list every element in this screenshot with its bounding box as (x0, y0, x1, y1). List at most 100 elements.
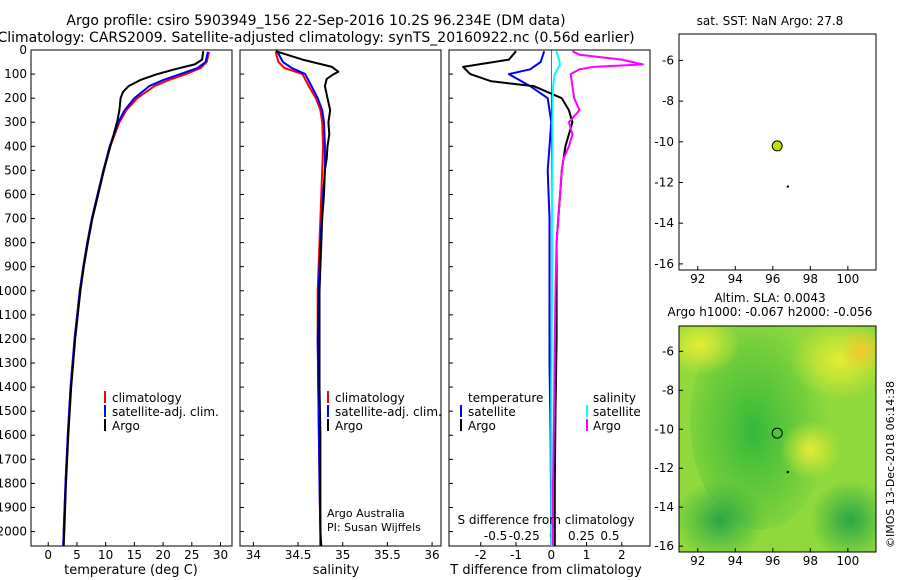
map-x-tick-label: 92 (690, 554, 705, 568)
x-tick-label: 34.5 (285, 548, 312, 562)
depth-tick-label: 900 (4, 260, 27, 274)
x-tick-label: 25 (184, 548, 199, 562)
sst-map-frame (678, 33, 877, 271)
imos-timestamp: ©IMOS 13-Dec-2018 06:14:38 (884, 381, 897, 548)
x-tick-label: 30 (213, 548, 228, 562)
map-x-tick-label: 94 (728, 272, 743, 286)
legend-temp-argo-label: Argo (468, 419, 496, 433)
salinity-series-group (274, 50, 340, 546)
map-y-tick-label: -14 (654, 216, 674, 230)
legend-sal-satellite-label: satellite (593, 405, 641, 419)
depth-tick-label: 700 (4, 212, 27, 226)
depth-tick-label: 0 (19, 43, 27, 57)
map-y-tick-label: -14 (654, 500, 674, 514)
sla-map-title-line1: Altim. SLA: 0.0043 (714, 291, 825, 305)
depth-tick-label: 800 (4, 236, 27, 250)
temperature-legend: climatology satellite-adj. clim. Argo (104, 391, 219, 433)
x-tick-label: 15 (127, 548, 142, 562)
legend-sal-argo-label: Argo (593, 419, 621, 433)
temperature-argo-line (62, 51, 205, 546)
sla-map-axes: 92 94 96 98 100 -6 -8 -10 -12 -14 -16 (654, 344, 859, 568)
map-x-tick-label: 98 (803, 554, 818, 568)
s-tick-label: 0.5 (600, 529, 619, 543)
map-y-tick-label: -12 (654, 176, 674, 190)
map-y-tick-label: -12 (654, 461, 674, 475)
sst-previous-position (786, 185, 790, 188)
depth-tick-label: 1500 (0, 404, 27, 418)
salinity-axis-label: salinity (313, 563, 360, 578)
sla-high-region-center (780, 420, 840, 480)
sla-peak-region (840, 328, 876, 372)
map-y-tick-label: -16 (654, 257, 674, 271)
figure-title-line1: Argo profile: csiro 5903949_156 22-Sep-2… (66, 13, 565, 29)
x-tick-label: 34 (246, 548, 261, 562)
x-tick-label: 35 (335, 548, 350, 562)
difference-salinity-satellite-line (550, 50, 562, 546)
difference-temperature-satellite-line (507, 50, 553, 546)
map-x-tick-label: 98 (803, 272, 818, 286)
temperature-panel-frame (30, 49, 233, 547)
map-x-tick-label: 96 (765, 554, 780, 568)
sla-previous-position (786, 470, 790, 474)
t-difference-axis-label: T difference from climatology (449, 563, 642, 578)
legend-argo-label: Argo (112, 419, 140, 433)
x-tick-label: 0 (547, 548, 555, 562)
depth-tick-label: 1800 (0, 476, 27, 490)
sst-map-title: sat. SST: NaN Argo: 27.8 (697, 14, 844, 28)
legend-temp-satellite-label: satellite (468, 405, 516, 419)
sla-map-frame (678, 325, 877, 553)
sla-map-title-line2: Argo h1000: -0.067 h2000: -0.056 (668, 305, 873, 319)
difference-legend: temperature satellite Argo salinity sate… (458, 391, 641, 527)
legend-satellite-label: satellite-adj. clim. (112, 405, 219, 419)
map-y-tick-label: -8 (662, 94, 674, 108)
depth-tick-label: 1200 (0, 332, 27, 346)
depth-tick-label: 1300 (0, 356, 27, 370)
depth-axis: 0 100 200 300 400 500 600 700 800 900 1000 1100 1200… (0, 43, 453, 539)
legend-temperature-title: temperature (468, 391, 543, 405)
s-tick-label: -0.5 (484, 529, 507, 543)
map-x-tick-label: 94 (728, 554, 743, 568)
depth-tick-label: 500 (4, 163, 27, 177)
credit-line-1: Argo Australia (327, 507, 405, 520)
legend-argo-label: Argo (335, 419, 363, 433)
depth-tick-label: 1100 (0, 308, 27, 322)
difference-series-group (462, 50, 644, 546)
map-y-tick-label: -10 (654, 135, 674, 149)
map-y-tick-label: -6 (662, 53, 674, 67)
legend-salinity-title: salinity (593, 391, 636, 405)
map-y-tick-label: -10 (654, 422, 674, 436)
temperature-series-group (62, 51, 210, 546)
depth-tick-label: 2000 (0, 525, 27, 539)
temperature-axis-label: temperature (deg C) (64, 563, 198, 578)
map-x-tick-label: 100 (836, 272, 859, 286)
profile-series (62, 50, 644, 546)
depth-tick-label: 400 (4, 139, 27, 153)
sla-low-region-southeast (810, 480, 876, 552)
legend-satellite-label: satellite-adj. clim. (335, 405, 442, 419)
depth-tick-label: 1900 (0, 500, 27, 514)
depth-tick-label: 1000 (0, 284, 27, 298)
x-tick-label: -2 (475, 548, 487, 562)
legend-climatology-label: climatology (112, 391, 182, 405)
x-tick-label: -1 (510, 548, 522, 562)
salinity-panel-frame (239, 49, 442, 547)
depth-tick-label: 1600 (0, 428, 27, 442)
x-tick-label: 35.5 (374, 548, 401, 562)
x-tick-label: 36 (424, 548, 439, 562)
x-tick-label: 5 (73, 548, 81, 562)
s-difference-axis-label: S difference from climatology (458, 513, 635, 527)
x-tick-label: 10 (98, 548, 113, 562)
depth-tick-label: 1700 (0, 452, 27, 466)
x-tick-label: 0 (44, 548, 52, 562)
credit-line-2: PI: Susan Wijffels (327, 521, 421, 534)
depth-tick-label: 300 (4, 115, 27, 129)
salinity-legend: climatology satellite-adj. clim. Argo Ar… (327, 391, 442, 534)
x-tick-label: 2 (618, 548, 626, 562)
salinity-argo-line (275, 50, 340, 546)
map-x-tick-label: 92 (690, 272, 705, 286)
depth-tick-label: 1400 (0, 380, 27, 394)
figure-title-line2: Climatology: CARS2009. Satellite-adjuste… (0, 30, 635, 46)
map-x-tick-label: 100 (836, 554, 859, 568)
legend-climatology-label: climatology (335, 391, 405, 405)
